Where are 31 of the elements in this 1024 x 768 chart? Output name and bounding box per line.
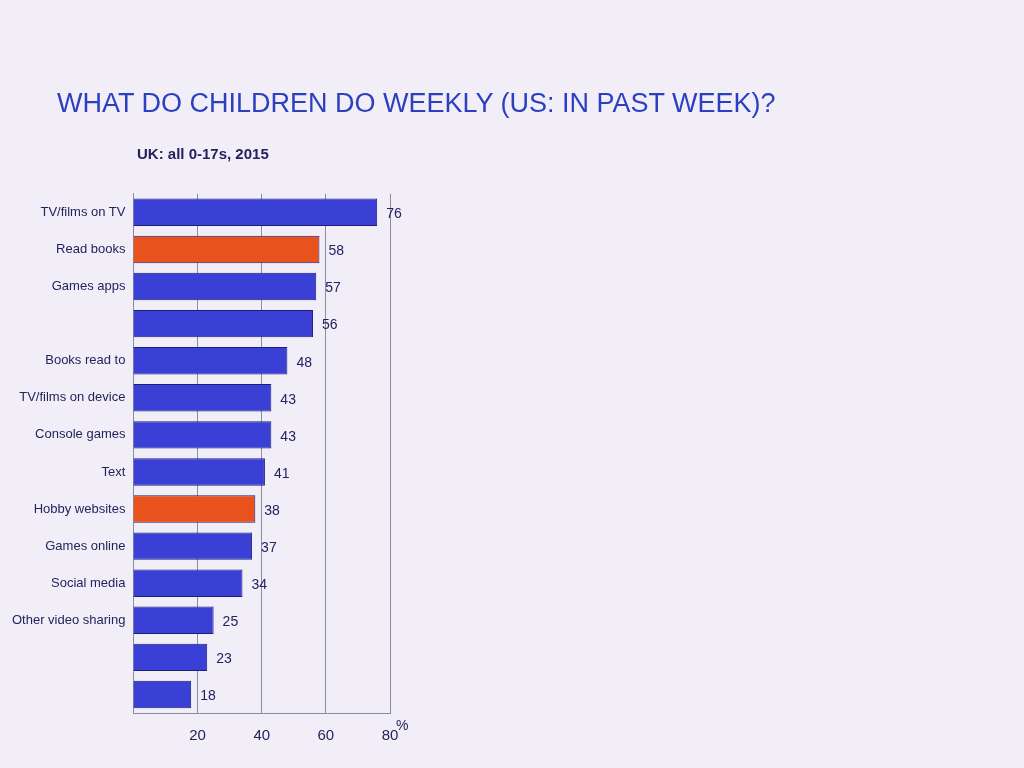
data-label: 43 (280, 390, 297, 407)
x-tick-label: 80 (381, 726, 399, 744)
chart-title: WHAT DO CHILDREN DO WEEKLY (US: IN PAST WEEK)? (57, 88, 776, 119)
data-label: 34 (251, 576, 268, 593)
y-tick-label: Games online (45, 537, 126, 553)
y-tick-label: Other video sharing (12, 611, 126, 627)
y-tick-label: Books read to (45, 352, 126, 368)
x-tick-label: 20 (189, 726, 206, 744)
data-label: 43 (280, 427, 297, 444)
data-label: 48 (296, 353, 313, 370)
x-tick-label: 60 (317, 726, 335, 744)
y-tick-label: Games apps (51, 278, 126, 294)
y-tick-label: Console games (35, 426, 126, 442)
data-label: 25 (222, 613, 239, 630)
data-label: 23 (216, 650, 232, 667)
data-label: 76 (386, 205, 402, 222)
y-tick-label: Social media (51, 574, 127, 590)
y-tick-label: TV/films on TV (40, 203, 126, 219)
x-tick-label: 40 (253, 726, 271, 744)
y-tick-label: Hobby websites (33, 500, 126, 516)
y-tick-label: Text (101, 463, 126, 479)
data-label: 18 (200, 687, 216, 704)
data-label: 41 (273, 464, 290, 481)
data-label: 58 (328, 242, 345, 259)
data-label: 37 (261, 538, 277, 555)
y-tick-label: Read books (56, 241, 126, 257)
data-label: 57 (325, 279, 342, 296)
data-label: 38 (264, 501, 281, 518)
y-tick-label: TV/films on device (19, 389, 126, 405)
data-label: 56 (322, 316, 338, 333)
chart-subtitle: UK: all 0-17s, 2015 (137, 145, 269, 162)
